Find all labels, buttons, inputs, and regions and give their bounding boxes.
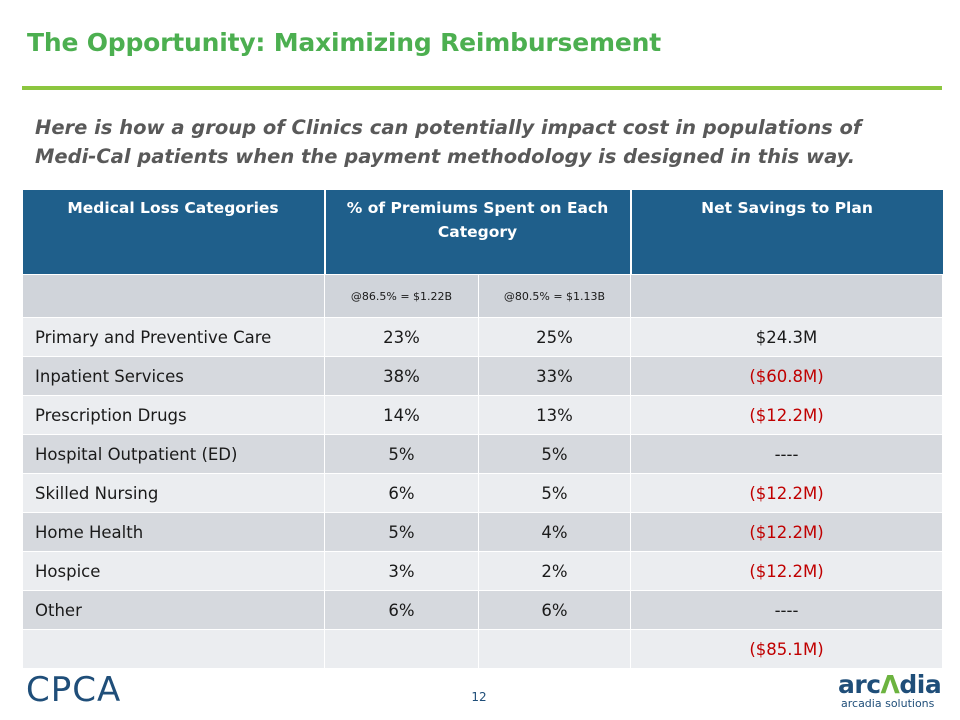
title-divider	[22, 86, 942, 90]
pct-a-cell: 5%	[324, 512, 479, 552]
table-row: Skilled Nursing 6% 5% ($12.2M)	[22, 473, 944, 513]
savings-cell: $24.3M	[630, 317, 944, 357]
savings-cell: ($12.2M)	[630, 512, 944, 552]
total-blank	[477, 629, 632, 669]
savings-cell: ($12.2M)	[630, 551, 944, 591]
savings-cell: ----	[630, 590, 944, 630]
table-total-row: ($85.1M)	[22, 629, 944, 669]
pct-a-cell: 14%	[324, 395, 479, 435]
savings-cell: ($12.2M)	[630, 395, 944, 435]
category-cell: Other	[22, 590, 325, 630]
arcadia-a-mark-icon: Λ	[880, 670, 900, 699]
cpca-logo: CPCA	[26, 670, 122, 710]
table-row: Inpatient Services 38% 33% ($60.8M)	[22, 356, 944, 396]
header-premium-pct: % of Premiums Spent on Each Category	[324, 190, 632, 275]
subheader-rate-a: @86.5% = $1.22B	[324, 274, 479, 318]
arcadia-tagline: arcadia solutions	[841, 697, 935, 710]
pct-b-cell: 4%	[477, 512, 632, 552]
pct-a-cell: 5%	[324, 434, 479, 474]
total-blank	[22, 629, 325, 669]
total-savings-cell: ($85.1M)	[630, 629, 944, 669]
pct-b-cell: 6%	[477, 590, 632, 630]
arcadia-word-start: arc	[838, 670, 881, 699]
pct-b-cell: 13%	[477, 395, 632, 435]
subheader-blank	[630, 274, 944, 318]
header-categories: Medical Loss Categories	[22, 190, 326, 275]
category-cell: Hospital Outpatient (ED)	[22, 434, 325, 474]
pct-b-cell: 25%	[477, 317, 632, 357]
pct-a-cell: 6%	[324, 473, 479, 513]
table-row: Primary and Preventive Care 23% 25% $24.…	[22, 317, 944, 357]
table-row: Home Health 5% 4% ($12.2M)	[22, 512, 944, 552]
medical-loss-table: Medical Loss Categories % of Premiums Sp…	[22, 190, 944, 669]
page-number: 12	[471, 690, 487, 704]
category-cell: Hospice	[22, 551, 325, 591]
arcadia-word-end: dia	[899, 670, 942, 699]
category-cell: Home Health	[22, 512, 325, 552]
total-blank	[324, 629, 479, 669]
category-cell: Inpatient Services	[22, 356, 325, 396]
arcadia-wordmark: arcΛdia	[838, 672, 946, 698]
subheader-blank	[22, 274, 325, 318]
category-cell: Skilled Nursing	[22, 473, 325, 513]
pct-b-cell: 5%	[477, 434, 632, 474]
pct-b-cell: 33%	[477, 356, 632, 396]
arcadia-logo: arcΛdia arcadia solutions	[838, 672, 946, 712]
subheader-rate-b: @80.5% = $1.13B	[477, 274, 632, 318]
pct-a-cell: 6%	[324, 590, 479, 630]
savings-cell: ($60.8M)	[630, 356, 944, 396]
table-header-row: Medical Loss Categories % of Premiums Sp…	[22, 190, 943, 275]
table-row: Hospice 3% 2% ($12.2M)	[22, 551, 944, 591]
pct-a-cell: 23%	[324, 317, 479, 357]
category-cell: Primary and Preventive Care	[22, 317, 325, 357]
table-row: Hospital Outpatient (ED) 5% 5% ----	[22, 434, 944, 474]
table-row: Other 6% 6% ----	[22, 590, 944, 630]
slide-title: The Opportunity: Maximizing Reimbursemen…	[27, 28, 661, 57]
slide-subtitle: Here is how a group of Clinics can poten…	[35, 116, 862, 168]
table-row: Prescription Drugs 14% 13% ($12.2M)	[22, 395, 944, 435]
pct-b-cell: 2%	[477, 551, 632, 591]
pct-a-cell: 38%	[324, 356, 479, 396]
table-subheader-row: @86.5% = $1.22B @80.5% = $1.13B	[22, 274, 944, 318]
header-net-savings: Net Savings to Plan	[630, 190, 943, 275]
pct-a-cell: 3%	[324, 551, 479, 591]
savings-cell: ----	[630, 434, 944, 474]
pct-b-cell: 5%	[477, 473, 632, 513]
savings-cell: ($12.2M)	[630, 473, 944, 513]
category-cell: Prescription Drugs	[22, 395, 325, 435]
